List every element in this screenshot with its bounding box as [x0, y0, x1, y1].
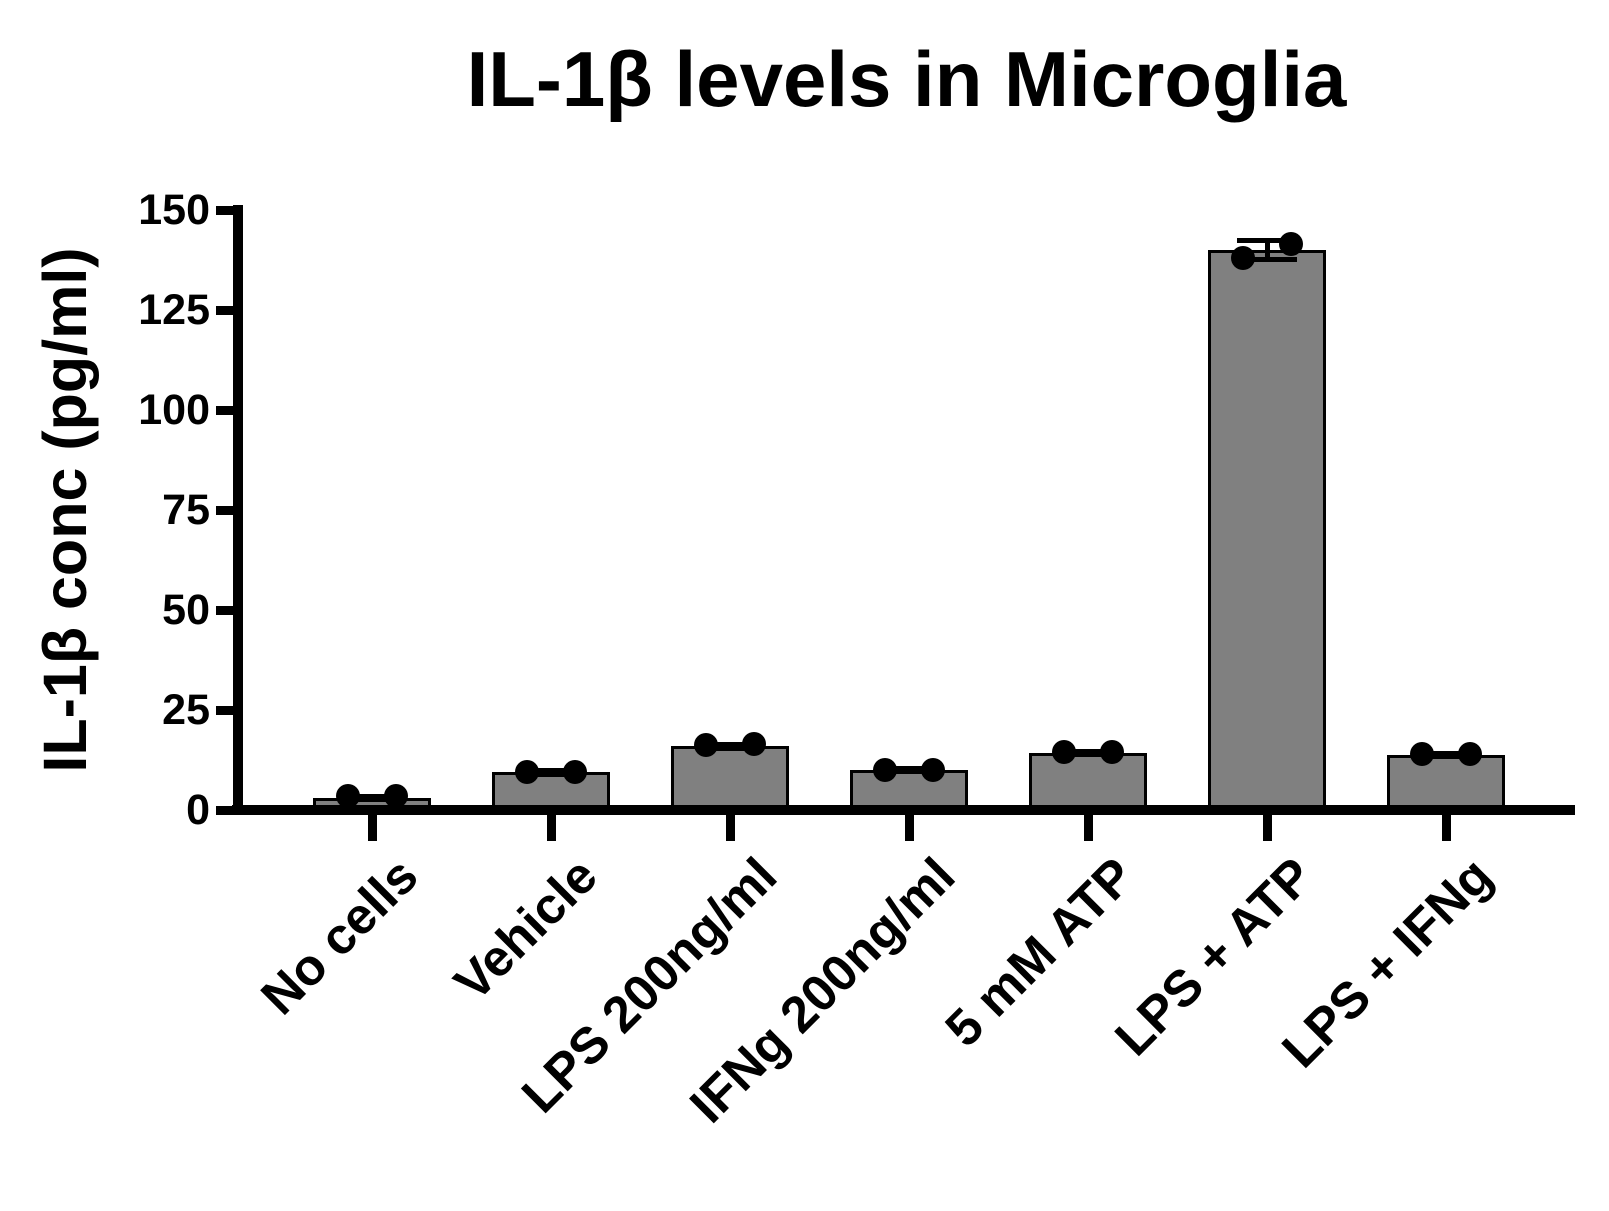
x-tick	[1441, 815, 1451, 841]
data-point	[1279, 232, 1303, 256]
bar	[1208, 250, 1326, 814]
error-bar-cap-top	[1058, 748, 1118, 754]
data-point	[873, 758, 897, 782]
x-category-label: Vehicle	[443, 846, 609, 1012]
error-bar-cap-bottom	[521, 771, 581, 777]
error-bar-cap-bottom	[342, 797, 402, 803]
y-tick	[216, 305, 234, 315]
y-tick-label: 125	[138, 286, 210, 334]
x-category-label: No cells	[250, 846, 430, 1026]
data-point	[1231, 246, 1255, 270]
error-bar-cap-top	[521, 767, 581, 773]
x-tick	[1083, 815, 1093, 841]
error-bar-cap-top	[342, 793, 402, 799]
y-tick	[216, 405, 234, 415]
bar	[671, 746, 789, 814]
data-point	[742, 732, 766, 757]
x-tick	[904, 815, 914, 841]
data-point	[1458, 741, 1482, 766]
data-point	[336, 784, 360, 808]
x-tick	[725, 815, 735, 841]
error-bar-cap-top	[879, 765, 939, 771]
x-tick	[546, 815, 556, 841]
x-tick	[1262, 815, 1272, 841]
bar	[1387, 754, 1505, 814]
data-point	[1410, 742, 1434, 766]
error-bar-cap-top	[1237, 238, 1297, 244]
bar	[1029, 752, 1147, 814]
y-tick-label: 100	[138, 386, 210, 434]
y-tick-label: 50	[162, 586, 210, 634]
data-point	[694, 732, 718, 757]
y-tick	[216, 705, 234, 715]
x-axis-baseline	[232, 805, 1575, 815]
y-tick	[216, 805, 234, 815]
data-point	[384, 784, 408, 808]
x-tick	[367, 815, 377, 841]
error-bar-cap-bottom	[1416, 753, 1476, 759]
error-bar-cap-bottom	[1237, 256, 1297, 262]
y-tick-label: 150	[138, 186, 210, 234]
y-tick	[216, 505, 234, 515]
y-tick-label: 75	[162, 486, 210, 534]
error-bar-cap-bottom	[700, 745, 760, 751]
y-tick-label: 25	[162, 686, 210, 734]
data-point	[921, 758, 945, 782]
data-point	[1100, 740, 1124, 764]
chart-title: IL-1β levels in Microglia	[466, 35, 1347, 123]
error-bar-cap-bottom	[879, 769, 939, 775]
data-point	[563, 759, 587, 784]
data-point	[515, 759, 539, 784]
error-bar-cap-top	[700, 741, 760, 747]
y-axis-spine	[233, 205, 243, 815]
error-bar-stem	[1264, 240, 1270, 260]
y-tick-label: 0	[186, 786, 210, 834]
data-point	[1052, 740, 1076, 765]
y-tick	[216, 605, 234, 615]
y-tick	[216, 205, 234, 215]
error-bar-cap-top	[1416, 750, 1476, 756]
error-bar-cap-bottom	[1058, 751, 1118, 757]
